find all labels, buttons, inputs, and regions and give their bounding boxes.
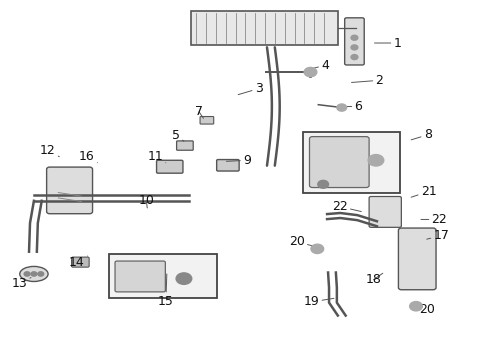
Circle shape [24,272,30,276]
Bar [109,254,217,298]
Text: 4: 4 [309,59,329,72]
Text: 18: 18 [366,273,383,286]
Text: 2: 2 [351,74,383,87]
Text: 21: 21 [411,185,437,198]
Text: 1: 1 [374,36,401,50]
Text: 22: 22 [332,200,361,213]
Text: 3: 3 [238,82,263,95]
Text: 13: 13 [11,278,31,291]
Text: 11: 11 [147,150,166,163]
FancyBboxPatch shape [47,167,93,214]
Circle shape [351,45,358,50]
FancyBboxPatch shape [398,228,436,290]
Text: 6: 6 [339,100,362,113]
Circle shape [410,302,422,311]
Text: 12: 12 [40,144,59,157]
Circle shape [311,244,324,253]
FancyBboxPatch shape [157,160,183,173]
Bar [191,11,338,45]
FancyBboxPatch shape [115,261,165,292]
Text: 5: 5 [172,129,184,142]
FancyBboxPatch shape [176,141,193,150]
Circle shape [318,180,329,188]
FancyBboxPatch shape [217,159,239,171]
Ellipse shape [20,266,48,282]
Text: 8: 8 [411,128,432,141]
FancyBboxPatch shape [310,136,369,188]
Circle shape [304,67,317,77]
Circle shape [31,272,37,276]
Text: 20: 20 [289,235,318,248]
Text: 14: 14 [69,256,88,269]
Bar [303,132,400,193]
Circle shape [38,272,44,276]
FancyBboxPatch shape [344,18,364,65]
Text: 15: 15 [158,274,174,308]
Circle shape [176,273,192,284]
Text: 16: 16 [79,150,98,163]
Text: 7: 7 [195,105,203,118]
Text: 19: 19 [304,296,334,309]
Circle shape [337,104,346,111]
Circle shape [351,55,358,60]
FancyBboxPatch shape [72,257,89,267]
Text: 20: 20 [412,303,435,316]
Text: 17: 17 [427,229,449,242]
Circle shape [351,35,358,40]
Circle shape [368,154,384,166]
FancyBboxPatch shape [369,197,401,227]
Text: 9: 9 [226,154,251,167]
Text: 10: 10 [138,194,154,208]
Text: 22: 22 [421,213,447,226]
FancyBboxPatch shape [200,117,214,124]
